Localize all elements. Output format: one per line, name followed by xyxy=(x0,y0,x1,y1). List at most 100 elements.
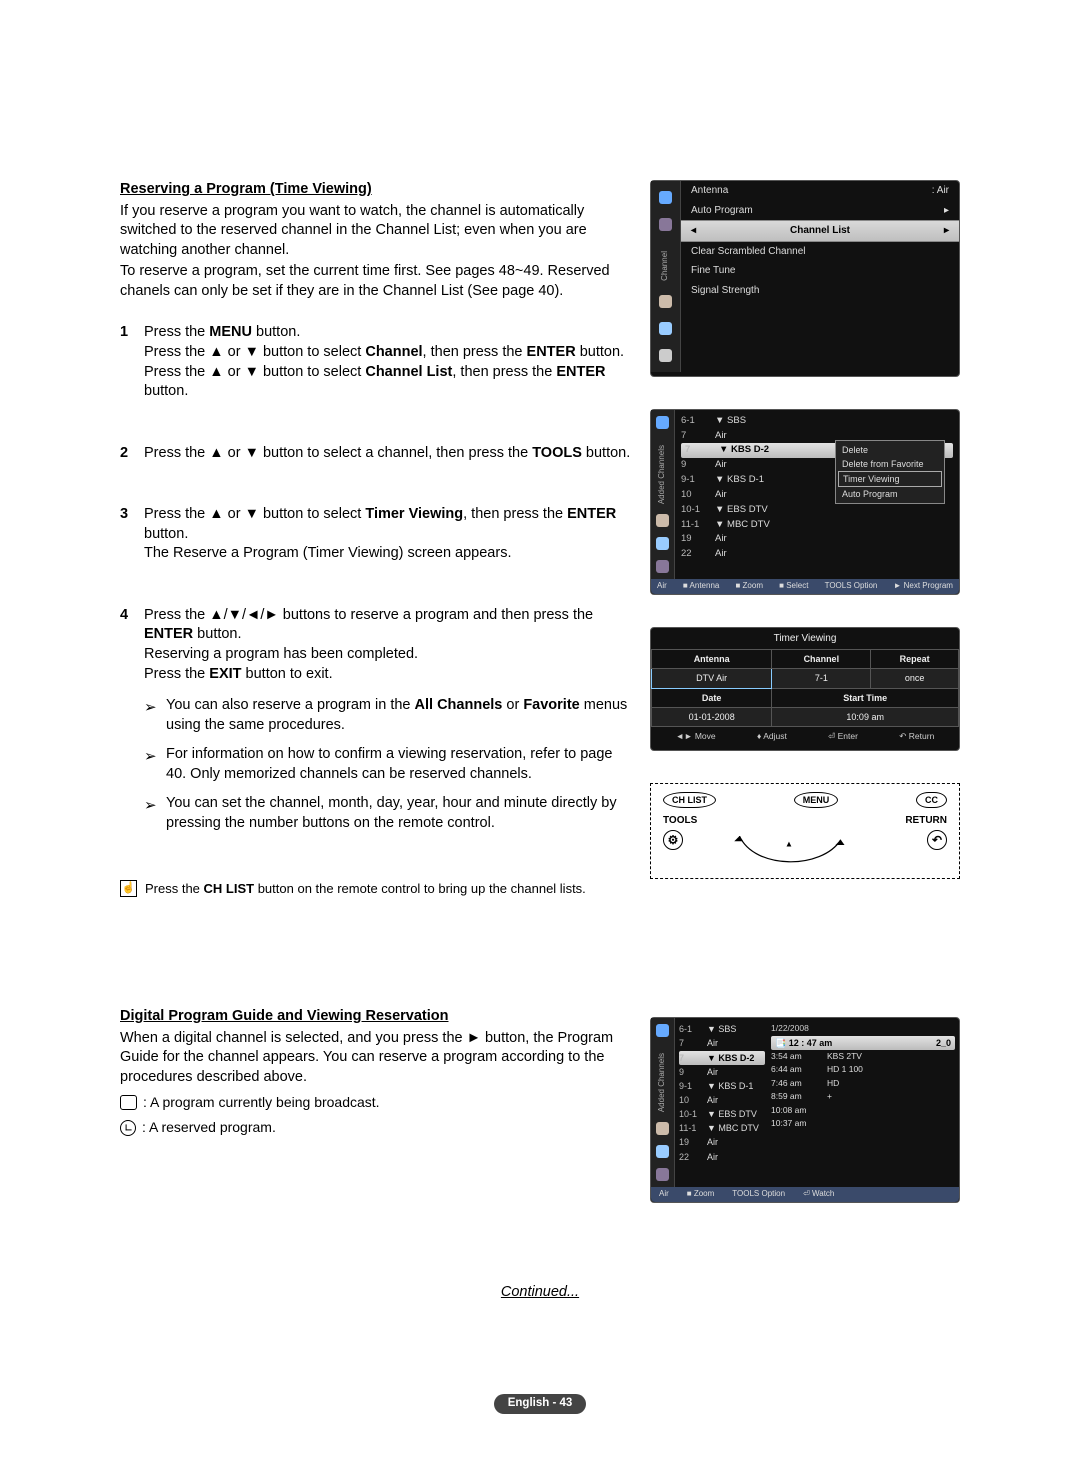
osd-main-menu: Channel Antenna: Air Auto Program▸ ◂Chan… xyxy=(650,180,960,377)
footer-item: ↶ Return xyxy=(899,731,934,742)
sidebar-icon xyxy=(659,322,672,335)
guide-row: 19Air xyxy=(679,1135,765,1149)
step-4b: Reserving a program has been completed. xyxy=(144,645,632,665)
context-menu: DeleteDelete from FavoriteTimer ViewingA… xyxy=(835,440,945,505)
guide-info: 1/22/2008 📑 12 : 47 am2_0 3:54 amKBS 2TV… xyxy=(765,1022,955,1183)
sidebar-icon xyxy=(656,1145,669,1158)
intro-2: To reserve a program, set the current ti… xyxy=(120,262,632,301)
osd-row-finetune: Fine Tune xyxy=(681,261,959,281)
chlist-row: 6-1▼ SBS xyxy=(681,414,953,429)
remote-diagram: CH LIST MENU CC TOOLS RETURN ⚙ ↶ ▲ xyxy=(650,783,960,879)
footer-item: ■ Zoom xyxy=(735,581,763,592)
step-1c: Press the ▲ or ▼ button to select Channe… xyxy=(144,363,632,402)
osd-channel-list: Added Channels 6-1▼ SBS7Air7▼ KBS D-29Ai… xyxy=(650,409,960,595)
osd-main: Antenna: Air Auto Program▸ ◂Channel List… xyxy=(681,181,959,372)
osd-timer-viewing: Timer Viewing AntennaChannelRepeat DTV A… xyxy=(650,627,960,752)
manual-page: Reserving a Program (Time Viewing) If yo… xyxy=(0,0,1080,1474)
right-column: Channel Antenna: Air Auto Program▸ ◂Chan… xyxy=(650,180,960,1203)
svg-text:▲: ▲ xyxy=(785,840,793,849)
sub-3: ➢You can set the channel, month, day, ye… xyxy=(144,794,632,833)
step-3a: Press the ▲ or ▼ button to select Timer … xyxy=(144,505,632,544)
guide-row: 9Air xyxy=(679,1065,765,1079)
footer-item: Air xyxy=(659,1189,669,1200)
footer-item: ► Next Program xyxy=(893,581,953,592)
reserving-title: Reserving a Program (Time Viewing) xyxy=(120,180,632,200)
return-label: RETURN xyxy=(905,814,947,828)
guide-now-row: 📑 12 : 47 am2_0 xyxy=(771,1036,955,1050)
guide-sidebar: Added Channels xyxy=(651,1018,675,1187)
sidebar-icon xyxy=(656,537,669,550)
sidebar-icon xyxy=(659,218,672,231)
footer-item: TOOLS Option xyxy=(732,1189,785,1200)
osd-row-scrambled: Clear Scrambled Channel xyxy=(681,242,959,262)
left-column: Reserving a Program (Time Viewing) If yo… xyxy=(120,180,632,1203)
guide-row: 22Air xyxy=(679,1150,765,1164)
continued-label: Continued... xyxy=(120,1283,960,1303)
prog-row: 10:37 am xyxy=(771,1117,955,1130)
legend-broadcast: : A program currently being broadcast. xyxy=(120,1093,632,1112)
prog-row: 8:59 am+ xyxy=(771,1090,955,1103)
footer-item: Air xyxy=(657,581,667,592)
chlist-row: 11-1▼ MBC DTV xyxy=(681,518,953,533)
sidebar-icon xyxy=(656,1024,669,1037)
guide-body: When a digital channel is selected, and … xyxy=(120,1029,632,1088)
chlist-row: 10-1▼ EBS DTV xyxy=(681,503,953,518)
sidebar-icon xyxy=(656,560,669,573)
sidebar-label: Added Channels xyxy=(657,445,668,504)
guide-progs: 3:54 amKBS 2TV6:44 amHD 1 1007:46 amHD8:… xyxy=(771,1050,955,1131)
osd-sidebar: Channel xyxy=(651,181,681,372)
sub-1: ➢You can also reserve a program in the A… xyxy=(144,696,632,735)
legend-reserved: : A reserved program. xyxy=(120,1118,632,1137)
broadcast-icon xyxy=(120,1095,137,1110)
guide-row: 10Air xyxy=(679,1093,765,1107)
guide-row: 6-1▼ SBS xyxy=(679,1022,765,1036)
ctx-item: Delete from Favorite xyxy=(838,457,942,471)
step-3: Press the ▲ or ▼ button to select Timer … xyxy=(120,505,632,564)
guide-title: Digital Program Guide and Viewing Reserv… xyxy=(120,1007,632,1027)
tools-icon: ⚙ xyxy=(663,830,683,850)
legend-1-text: : A program currently being broadcast. xyxy=(143,1093,380,1112)
hand-icon: ☝ xyxy=(120,880,137,897)
sidebar-icon xyxy=(659,191,672,204)
timer-header: Timer Viewing xyxy=(651,628,959,650)
chlist-row: 22Air xyxy=(681,547,953,562)
step-2-text: Press the ▲ or ▼ button to select a chan… xyxy=(144,444,632,464)
clock-icon xyxy=(120,1120,136,1136)
osd-row-autoprog: Auto Program▸ xyxy=(681,201,959,221)
guide-footer: Air■ ZoomTOOLS Option⏎ Watch xyxy=(651,1187,959,1202)
prog-row: 10:08 am xyxy=(771,1104,955,1117)
step-4a: Press the ▲/▼/◄/► buttons to reserve a p… xyxy=(144,606,632,645)
guide-row: 11-1▼ MBC DTV xyxy=(679,1121,765,1135)
osd-row-signal: Signal Strength xyxy=(681,281,959,301)
timer-table: AntennaChannelRepeat DTV Air7-1once Date… xyxy=(651,649,959,727)
legend-2-text: : A reserved program. xyxy=(142,1118,276,1137)
intro-block: If you reserve a program you want to wat… xyxy=(120,202,632,302)
intro-1: If you reserve a program you want to wat… xyxy=(120,202,632,261)
prog-row: 3:54 amKBS 2TV xyxy=(771,1050,955,1063)
guide-row: 10-1▼ EBS DTV xyxy=(679,1107,765,1121)
osd-row-antenna: Antenna: Air xyxy=(681,181,959,201)
guide-row: 9-1▼ KBS D-1 xyxy=(679,1079,765,1093)
footer-item: ♦ Adjust xyxy=(757,731,787,742)
footer-item: ◄► Move xyxy=(676,731,716,742)
footer-item: ■ Zoom xyxy=(687,1189,715,1200)
sidebar-icon xyxy=(659,349,672,362)
return-icon: ↶ xyxy=(927,830,947,850)
chlist-footer: Air■ Antenna■ Zoom■ SelectTOOLS Option► … xyxy=(651,579,959,594)
step-1: Press the MENU button. Press the ▲ or ▼ … xyxy=(120,323,632,401)
step-2: Press the ▲ or ▼ button to select a chan… xyxy=(120,444,632,464)
guide-date: 1/22/2008 xyxy=(771,1022,955,1035)
chlist-button: CH LIST xyxy=(663,792,716,808)
prog-row: 7:46 amHD xyxy=(771,1077,955,1090)
footer-item: ■ Select xyxy=(779,581,808,592)
guide-row: 7▼ KBS D-2 xyxy=(679,1051,765,1065)
sidebar-icon xyxy=(656,416,669,429)
step-3b: The Reserve a Program (Timer Viewing) sc… xyxy=(144,544,632,564)
step-4c: Press the EXIT button to exit. xyxy=(144,665,632,685)
osd-row-channellist: ◂Channel List▸ xyxy=(681,220,959,242)
sidebar-label: Added Channels xyxy=(657,1053,668,1112)
chlist-note: ☝ Press the CH LIST button on the remote… xyxy=(120,880,632,898)
footer-item: TOOLS Option xyxy=(825,581,878,592)
prog-row: 6:44 amHD 1 100 xyxy=(771,1063,955,1076)
chlist-sidebar: Added Channels xyxy=(651,410,675,579)
